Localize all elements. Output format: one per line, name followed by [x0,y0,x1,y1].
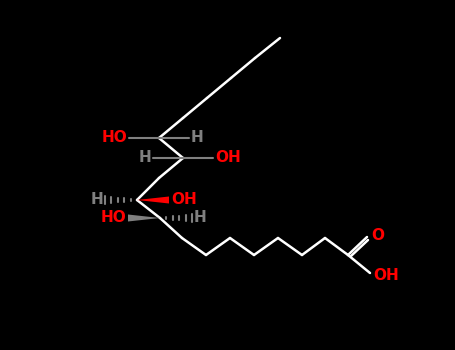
Text: H: H [191,131,204,146]
Polygon shape [128,215,160,222]
Text: H: H [194,210,207,225]
Text: OH: OH [171,193,197,208]
Text: O: O [371,228,384,243]
Text: OH: OH [373,267,399,282]
Polygon shape [137,196,169,203]
Text: H: H [138,150,151,166]
Text: HO: HO [101,131,127,146]
Text: OH: OH [215,150,241,166]
Text: HO: HO [100,210,126,225]
Text: H: H [90,193,103,208]
